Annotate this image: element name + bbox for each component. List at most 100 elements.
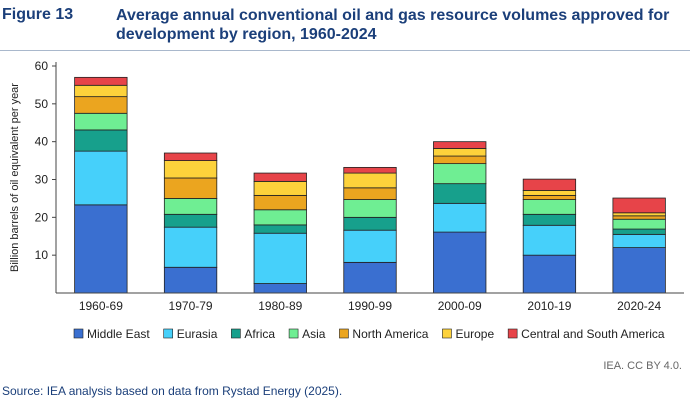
legend-label: Africa: [244, 327, 275, 341]
bar-segment: [74, 96, 128, 114]
legend-swatch: [507, 328, 518, 339]
bar-stack-2020-24: [612, 197, 666, 294]
y-axis-label: Billion barrels of oil equivalent per ye…: [9, 83, 21, 272]
bar-segment: [163, 152, 218, 161]
legend-label: Central and South America: [521, 327, 665, 341]
bar-segment: [343, 166, 397, 174]
bar-stack-2000-09: [433, 141, 487, 294]
bar-segment: [433, 163, 487, 185]
legend-item: Africa: [231, 327, 275, 341]
bar-segment: [433, 141, 487, 149]
bar-segment: [253, 232, 307, 284]
bar-segment: [74, 76, 128, 86]
legend-item: Middle East: [73, 327, 150, 341]
legend-label: Europe: [455, 327, 494, 341]
legend-label: Middle East: [87, 327, 150, 341]
legend-item: North America: [339, 327, 429, 341]
bar-segment: [74, 112, 128, 131]
bar-segment: [612, 247, 666, 294]
bar-segment: [522, 224, 577, 256]
bar-segment: [612, 197, 666, 214]
x-tick-label: 1960-69: [79, 299, 123, 313]
bar-stack-1970-79: [163, 152, 218, 294]
legend-label: North America: [352, 327, 428, 341]
bar-segment: [253, 283, 307, 294]
bar-segment: [253, 224, 307, 234]
bar-segment: [253, 194, 307, 211]
x-tick-label: 2010-19: [527, 299, 571, 313]
bar-segment: [433, 148, 487, 157]
bar-segment: [343, 216, 397, 231]
bar-segment: [343, 229, 397, 263]
bar-segment: [163, 160, 218, 179]
bar-segment: [612, 228, 666, 235]
bar-segment: [343, 199, 397, 218]
bar-segment: [253, 180, 307, 196]
bar-segment: [74, 129, 128, 152]
legend: Middle East Eurasia Africa Asia North Americ…: [73, 327, 665, 341]
bar-segment: [433, 231, 487, 294]
bar-segment: [74, 204, 128, 294]
bar-stack-2010-19: [522, 178, 577, 294]
bar-segment: [163, 198, 218, 215]
legend-swatch: [288, 328, 299, 339]
legend-item: Central and South America: [507, 327, 665, 341]
bar-segment: [433, 155, 487, 165]
bar-segment: [612, 212, 666, 217]
legend-swatch: [73, 328, 84, 339]
source-note: Source: IEA analysis based on data from …: [2, 384, 343, 398]
bar-stack-1990-99: [343, 166, 397, 294]
x-tick-label: 2020-24: [617, 299, 661, 313]
x-tick-label: 1990-99: [348, 299, 392, 313]
bar-stack-1960-69: [74, 76, 128, 294]
figure-title: Average annual conventional oil and gas …: [116, 7, 670, 43]
bar-segment: [612, 233, 666, 249]
bar-segment: [74, 150, 128, 206]
legend-label: Asia: [302, 327, 326, 341]
bar-segment: [343, 172, 397, 189]
bar-segment: [343, 261, 397, 294]
legend-item: Eurasia: [163, 327, 218, 341]
bar-segment: [612, 215, 666, 220]
bar-segment: [522, 178, 577, 191]
bar-segment: [163, 266, 218, 294]
bar-segment: [522, 199, 577, 215]
figure-number: Figure 13: [2, 6, 74, 23]
bar-segment: [433, 183, 487, 204]
y-axis-ticks: 10 20 30 40 50 60: [35, 59, 56, 262]
bar-segment: [612, 218, 666, 230]
bar-segment: [433, 202, 487, 233]
bar-segment: [74, 84, 128, 98]
x-tick-label: 1970-79: [169, 299, 213, 313]
legend-item: Asia: [288, 327, 326, 341]
legend-item: Europe: [442, 327, 494, 341]
stacked-bar-chart: 10 20 30 40 50 60 1960-69 1970-79 1980-89 1990-9…: [9, 59, 684, 341]
x-axis-labels: 1960-69 1970-79 1980-89 1990-99 2000-09 2010-…: [79, 299, 662, 313]
y-tick-label: 20: [35, 210, 49, 224]
bar-segment: [253, 209, 307, 226]
license-credit: IEA. CC BY 4.0.: [603, 360, 682, 372]
bar-stacks: [74, 76, 666, 294]
bar-segment: [522, 213, 577, 226]
bar-segment: [163, 213, 218, 228]
bar-segment: [522, 254, 577, 294]
legend-swatch: [163, 328, 174, 339]
bar-segment: [163, 177, 218, 199]
y-tick-label: 60: [35, 59, 49, 73]
y-tick-label: 10: [35, 248, 49, 262]
y-tick-label: 30: [35, 173, 49, 187]
bar-segment: [253, 172, 307, 182]
legend-swatch: [442, 328, 452, 339]
bar-segment: [522, 190, 577, 196]
x-tick-label: 2000-09: [438, 299, 482, 313]
bar-stack-1980-89: [253, 172, 307, 294]
bar-segment: [522, 194, 577, 200]
bar-segment: [343, 187, 397, 200]
y-tick-label: 50: [35, 97, 49, 111]
title-divider: [0, 50, 690, 51]
legend-label: Eurasia: [177, 327, 218, 341]
legend-swatch: [339, 328, 349, 339]
legend-swatch: [231, 328, 241, 339]
x-tick-label: 1980-89: [258, 299, 302, 313]
bar-segment: [163, 226, 218, 268]
